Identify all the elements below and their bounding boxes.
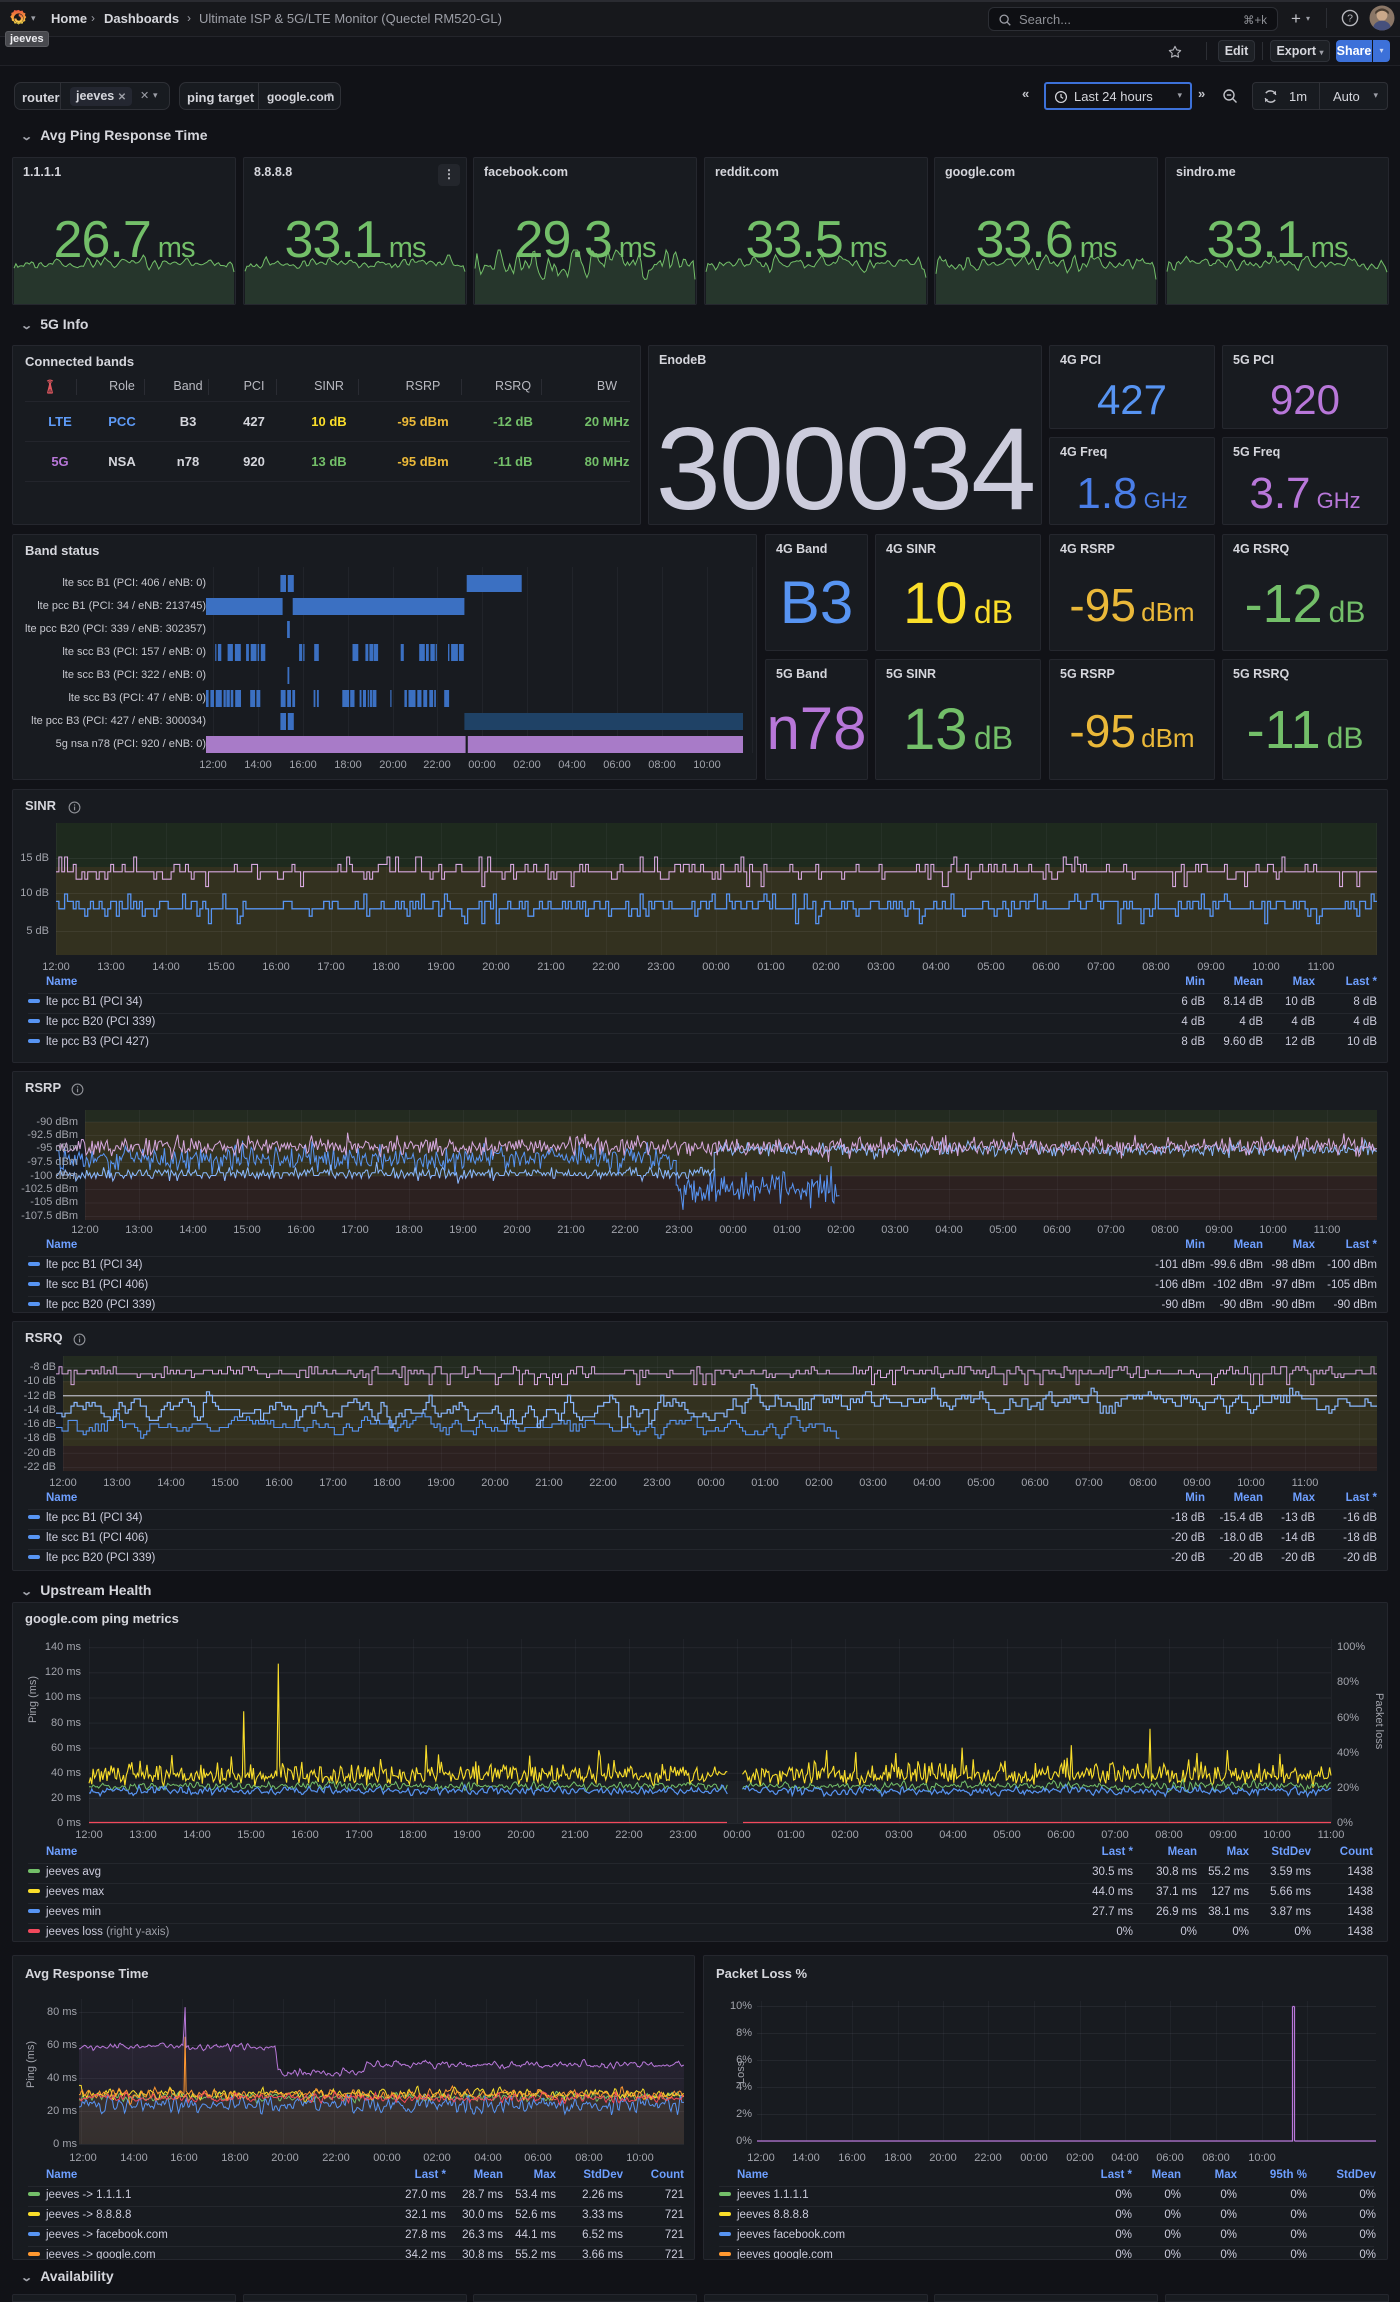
- svg-text:?: ?: [1347, 13, 1353, 25]
